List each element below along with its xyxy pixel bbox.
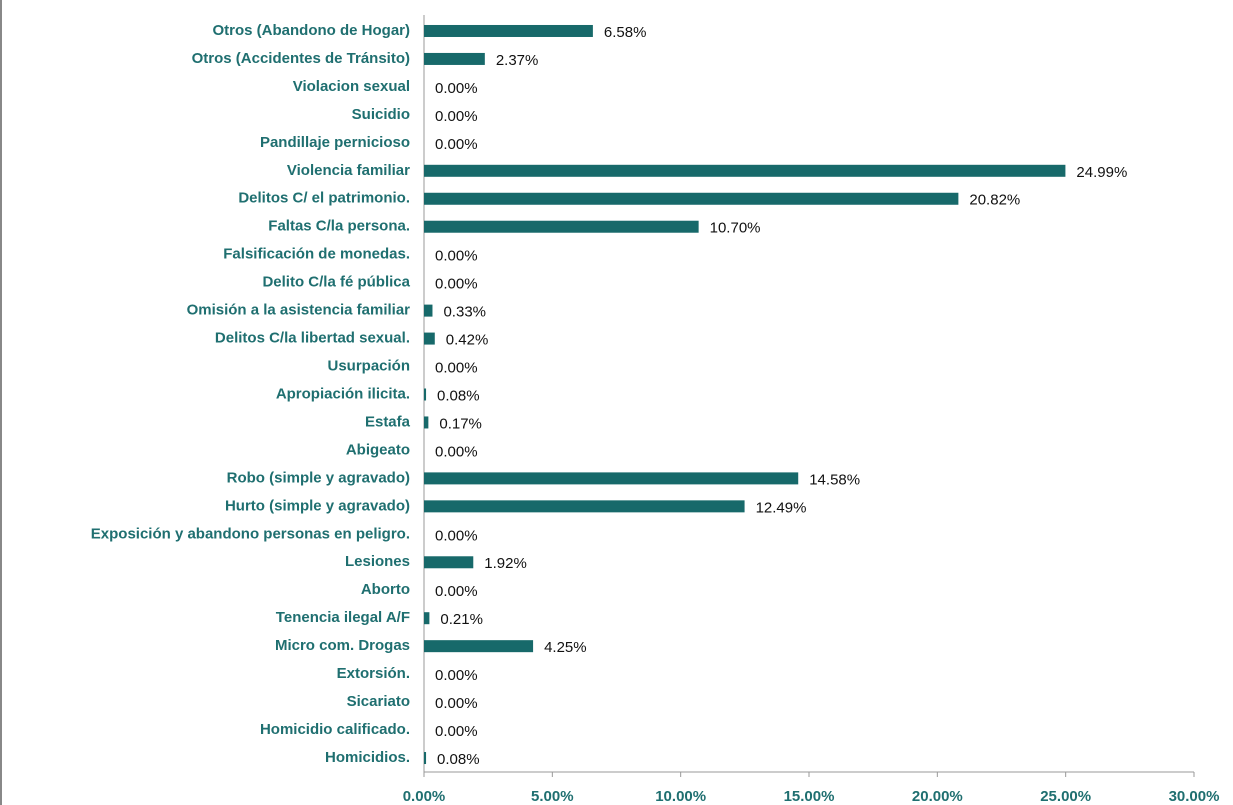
bar — [424, 388, 427, 401]
value-label: 20.82% — [969, 192, 1020, 209]
x-tick-label: 10.00% — [655, 788, 706, 805]
bar — [424, 220, 699, 233]
value-label: 10.70% — [710, 220, 761, 237]
bar — [424, 24, 593, 37]
bar — [424, 332, 435, 345]
y-tick-label: Homicidio calificado. — [260, 721, 410, 738]
y-tick-label: Sicariato — [347, 693, 410, 710]
value-label: 0.00% — [435, 136, 478, 153]
x-tick-label: 30.00% — [1169, 788, 1220, 805]
y-tick-label: Omisión a la asistencia familiar — [187, 302, 411, 319]
y-tick-label: Apropiación ilicita. — [276, 385, 410, 402]
x-tick-label: 25.00% — [1040, 788, 1091, 805]
y-tick-label: Violencia familiar — [287, 162, 410, 179]
bar — [424, 164, 1066, 177]
value-label: 12.49% — [756, 499, 807, 516]
value-label: 0.00% — [435, 108, 478, 125]
y-tick-label: Micro com. Drogas — [275, 637, 410, 654]
value-label: 2.37% — [496, 52, 539, 69]
x-tick-label: 5.00% — [531, 788, 574, 805]
y-tick-label: Violacion sexual — [293, 78, 410, 95]
value-label: 0.00% — [435, 360, 478, 377]
y-tick-label: Delitos C/ el patrimonio. — [238, 190, 410, 207]
value-label: 0.00% — [435, 80, 478, 97]
y-tick-label: Delitos C/la libertad sexual. — [215, 330, 410, 347]
value-label: 0.00% — [435, 583, 478, 600]
value-label: 0.00% — [435, 695, 478, 712]
value-label: 6.58% — [604, 24, 647, 41]
value-label: 0.00% — [435, 723, 478, 740]
value-label: 0.00% — [435, 527, 478, 544]
bar — [424, 192, 959, 205]
value-label: 1.92% — [484, 555, 527, 572]
y-tick-label: Lesiones — [345, 553, 410, 570]
value-label: 24.99% — [1076, 164, 1127, 181]
value-label: 0.21% — [440, 611, 483, 628]
value-label: 0.17% — [439, 415, 482, 432]
bar — [424, 556, 474, 569]
bar — [424, 612, 430, 625]
value-label: 0.42% — [446, 332, 489, 349]
value-label: 0.08% — [437, 387, 480, 404]
y-tick-label: Otros (Abandono de Hogar) — [213, 22, 411, 39]
y-tick-label: Abigeato — [346, 441, 410, 458]
value-label: 0.08% — [437, 751, 480, 768]
y-tick-label: Otros (Accidentes de Tránsito) — [192, 50, 410, 67]
bar — [424, 500, 745, 513]
value-label: 4.25% — [544, 639, 587, 656]
value-label: 0.33% — [443, 304, 486, 321]
value-label: 0.00% — [435, 276, 478, 293]
y-tick-label: Aborto — [361, 581, 410, 598]
y-tick-label: Estafa — [365, 413, 411, 430]
y-tick-label: Homicidios. — [325, 749, 410, 766]
y-tick-label: Hurto (simple y agravado) — [225, 497, 410, 514]
bar — [424, 304, 433, 317]
y-tick-label: Tenencia ilegal A/F — [276, 609, 410, 626]
bar — [424, 640, 534, 653]
bar — [424, 752, 427, 765]
value-label: 0.00% — [435, 667, 478, 684]
y-tick-label: Exposición y abandono personas en peligr… — [91, 525, 410, 542]
x-tick-label: 20.00% — [912, 788, 963, 805]
y-tick-label: Delito C/la fé pública — [262, 274, 410, 291]
value-label: 0.00% — [435, 443, 478, 460]
y-tick-label: Falsificación de monedas. — [223, 246, 410, 263]
y-tick-label: Pandillaje pernicioso — [260, 134, 410, 151]
y-tick-label: Extorsión. — [337, 665, 410, 682]
x-tick-label: 15.00% — [784, 788, 835, 805]
y-tick-label: Robo (simple y agravado) — [227, 469, 410, 486]
y-tick-label: Faltas C/la persona. — [268, 218, 410, 235]
x-tick-label: 0.00% — [403, 788, 446, 805]
bar — [424, 472, 799, 485]
left-border — [0, 0, 2, 805]
value-label: 14.58% — [809, 471, 860, 488]
bar — [424, 52, 485, 65]
y-tick-label: Suicidio — [352, 106, 410, 123]
value-label: 0.00% — [435, 248, 478, 265]
bar — [424, 416, 429, 429]
y-tick-label: Usurpación — [327, 358, 410, 375]
